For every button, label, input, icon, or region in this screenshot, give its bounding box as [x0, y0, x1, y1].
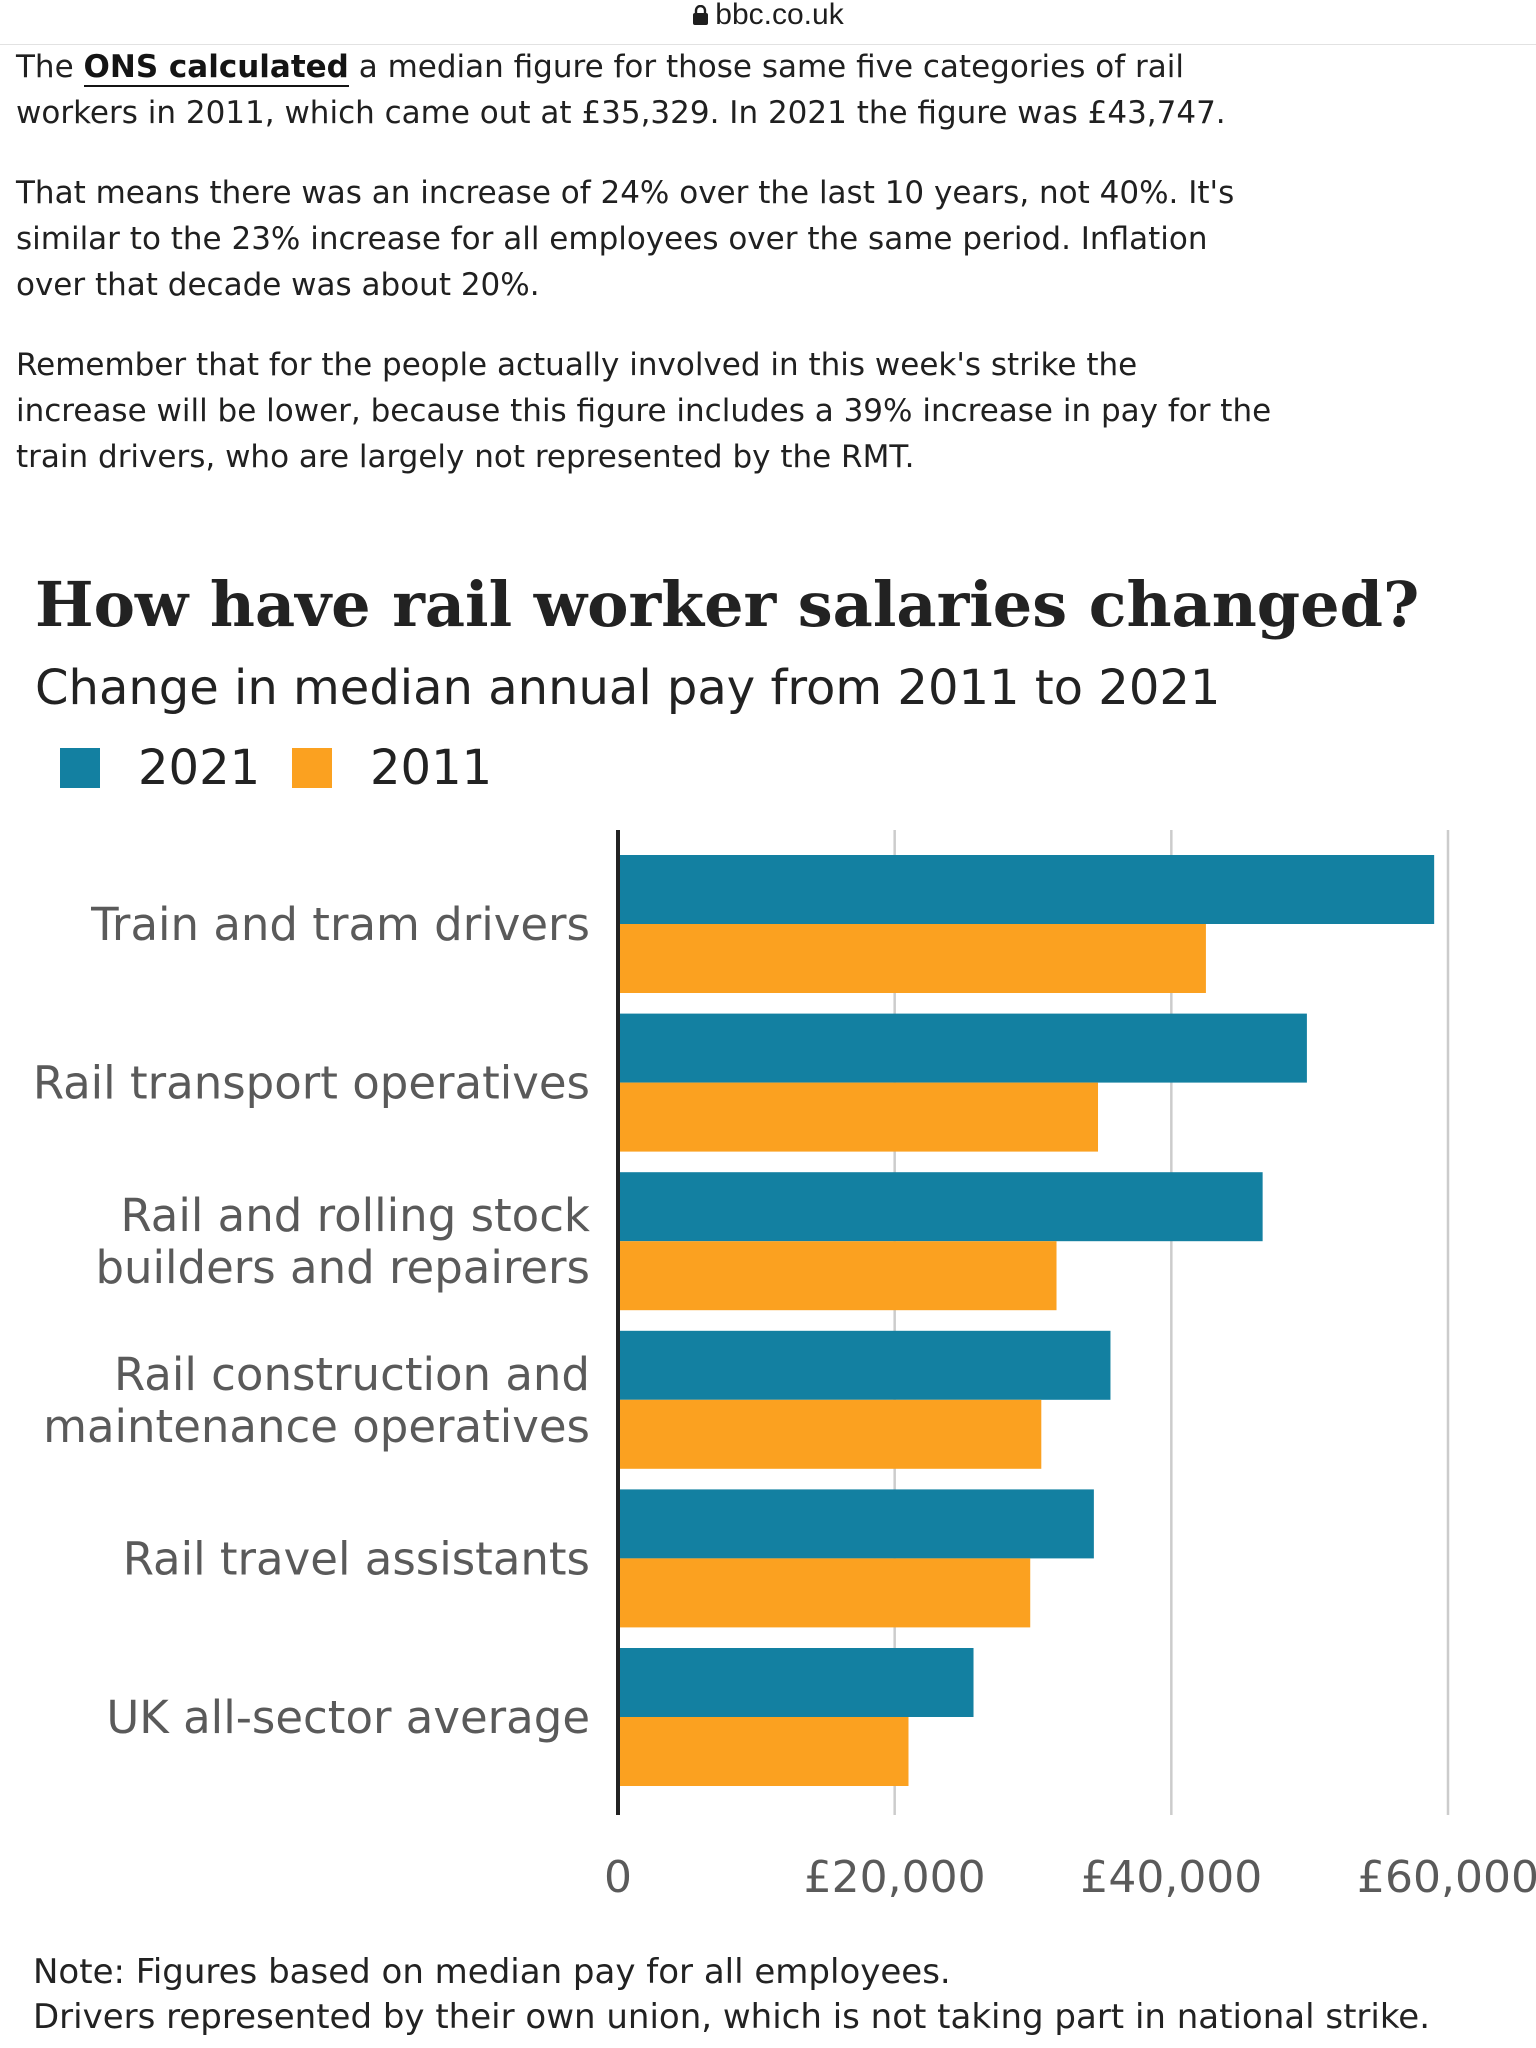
bar-2021-1: [618, 1013, 1307, 1083]
legend-swatch-2021: [60, 748, 100, 788]
category-label: Rail and rolling stock: [121, 1189, 591, 1242]
article-paragraph: The ONS calculated a median figure for t…: [16, 44, 1276, 136]
category-label: Rail travel assistants: [123, 1532, 590, 1585]
legend-label-2021: 2021: [138, 740, 261, 796]
chart-title: How have rail worker salaries changed?: [35, 568, 1420, 641]
category-label: builders and repairers: [95, 1241, 590, 1294]
bar-chart: 0 £20,000 £40,000 £60,000 Train and tram dri…: [33, 830, 1536, 1903]
note-line: Drivers represented by their own union, …: [33, 1997, 1431, 2037]
category-label: maintenance operatives: [43, 1400, 590, 1453]
chart-legend: 2021 2011: [0, 740, 700, 800]
x-tick-label: £60,000: [1357, 1852, 1536, 1903]
paragraph-text: a median figure for those same five cate…: [16, 49, 1226, 131]
legend-swatch-2011: [292, 748, 332, 788]
category-label: Rail construction and: [114, 1348, 590, 1401]
bar-2011-3: [618, 1399, 1042, 1469]
bar-2021-2: [618, 1172, 1263, 1242]
category-label: Rail transport operatives: [33, 1057, 590, 1110]
x-tick-label: £40,000: [1080, 1852, 1262, 1903]
bar-2011-1: [618, 1082, 1099, 1152]
category-label: UK all-sector average: [106, 1691, 590, 1744]
bar-2021-3: [618, 1330, 1111, 1400]
lock-icon: [693, 5, 709, 25]
chart-subtitle: Change in median annual pay from 2011 to…: [35, 660, 1221, 716]
bar-2011-0: [618, 924, 1206, 993]
article-paragraph: Remember that for the people actually in…: [16, 347, 1272, 475]
x-tick-label: £20,000: [804, 1852, 986, 1903]
paragraph-text: The: [16, 49, 84, 85]
address-bar[interactable]: bbc.co.uk: [0, 0, 1536, 45]
ons-calculated-link[interactable]: ONS calculated: [83, 49, 349, 87]
chart-note: Note: Figures based on median pay for al…: [33, 1950, 1523, 2040]
address-domain: bbc.co.uk: [715, 0, 844, 31]
x-tick-label: 0: [604, 1852, 632, 1903]
article-paragraph: That means there was an increase of 24% …: [16, 175, 1235, 303]
bar-2011-5: [618, 1717, 909, 1786]
bar-2011-2: [618, 1241, 1057, 1311]
article-body: The ONS calculated a median figure for t…: [16, 44, 1276, 514]
legend-label-2011: 2011: [370, 740, 493, 796]
bar-2021-5: [618, 1648, 974, 1717]
category-label: Train and tram drivers: [90, 898, 590, 951]
note-line: Note: Figures based on median pay for al…: [33, 1952, 951, 1992]
bar-2021-0: [618, 855, 1435, 924]
bar-2011-4: [618, 1558, 1031, 1628]
bar-2021-4: [618, 1489, 1094, 1559]
